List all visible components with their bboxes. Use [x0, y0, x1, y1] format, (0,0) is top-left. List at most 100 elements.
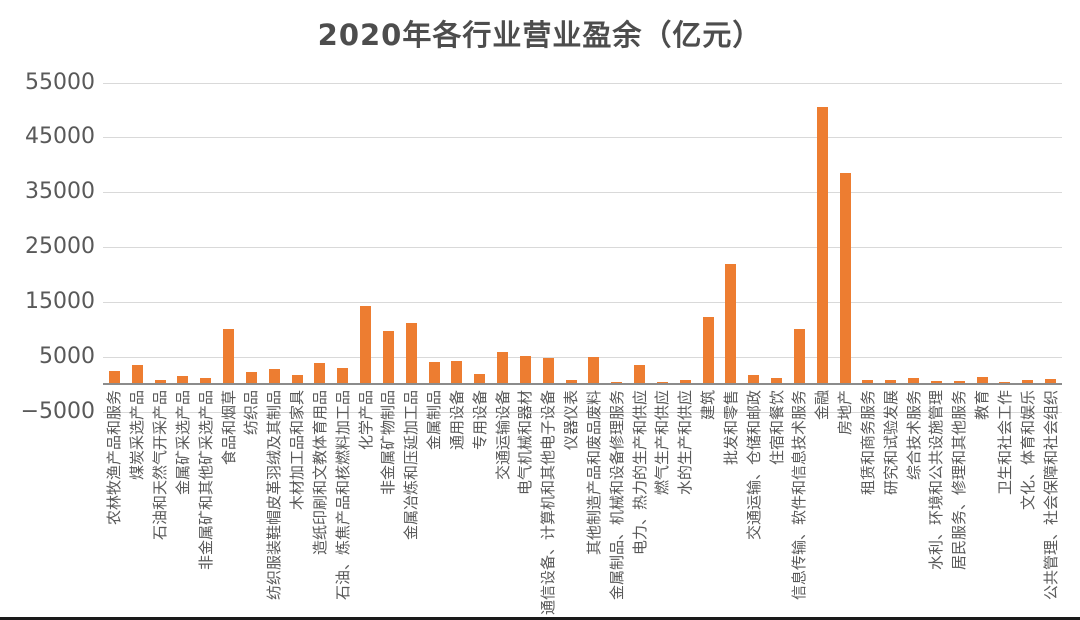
bar-16: [451, 361, 463, 385]
x-tick-label: 仪器仪表: [562, 390, 581, 451]
bar-41: [1022, 380, 1034, 385]
x-tick-label: 居民服务、修理和其他服务: [950, 390, 969, 571]
bar-21: [565, 379, 577, 385]
x-tick-label: 文化、体育和娱乐: [1018, 390, 1037, 511]
gridline: [103, 137, 1062, 139]
x-tick-label: 非金属矿物制品: [379, 390, 398, 496]
x-tick-label: 煤炭采选产品: [128, 390, 147, 481]
x-tick-label: 房地产: [836, 390, 855, 436]
x-tick-label: 综合技术服务: [904, 390, 923, 481]
gridline: [103, 82, 1062, 84]
x-tick-label: 租赁和商务服务: [858, 390, 877, 496]
bar-1: [108, 370, 120, 385]
x-tick-label: 公共管理、社会保障和社会组织: [1041, 390, 1060, 601]
bar-2: [131, 364, 143, 385]
bar-27: [702, 317, 714, 385]
x-tick-label: 非金属矿和其他矿采选产品: [196, 390, 215, 571]
y-tick-label: 15000: [25, 288, 95, 314]
gridline: [103, 247, 1062, 248]
image-bottom-border: [0, 617, 1080, 620]
bar-33: [839, 173, 851, 385]
gridline: [103, 356, 1062, 358]
bar-10: [314, 362, 326, 385]
bar-38: [953, 380, 965, 385]
bar-24: [634, 364, 646, 385]
x-tick-label: 信息传输、软件和信息技术服务: [790, 390, 809, 601]
gridline: [103, 301, 1062, 303]
x-tick-label: 造纸印刷和文教体育用品: [310, 390, 329, 556]
bar-26: [679, 380, 691, 384]
bar-34: [862, 380, 874, 384]
x-tick-label: 通用设备: [447, 390, 466, 451]
bar-42: [1045, 379, 1057, 385]
x-tick-label: 交通运输、仓储和邮政: [744, 390, 763, 541]
bar-18: [497, 352, 509, 385]
x-tick-label: 卫生和社会工作: [995, 390, 1014, 496]
bar-29: [748, 375, 760, 384]
y-tick-label: −5000: [20, 398, 95, 424]
bar-39: [976, 376, 988, 385]
bar-28: [725, 263, 737, 385]
bar-4: [177, 375, 189, 385]
y-tick-label: 55000: [25, 69, 95, 95]
x-tick-label: 交通运输设备: [493, 390, 512, 481]
x-tick-label: 水利、环境和公共设施管理: [927, 390, 946, 571]
bar-25: [656, 381, 668, 385]
x-tick-label: 批发和零售: [721, 390, 740, 466]
bar-9: [291, 374, 303, 385]
x-tick-label: 专用设备: [470, 390, 489, 451]
x-tick-label: 化学产品: [356, 390, 375, 451]
x-tick-label: 其他制造产品和废品废料: [584, 390, 603, 556]
bar-11: [337, 368, 349, 385]
y-tick-label: 45000: [25, 124, 95, 150]
bar-36: [908, 377, 920, 385]
bar-31: [793, 328, 805, 385]
bar-32: [816, 107, 828, 385]
bar-20: [542, 357, 554, 385]
bar-19: [519, 355, 531, 385]
y-tick-label: 5000: [39, 343, 95, 369]
chart-title: 2020年各行业营业盈余（亿元）: [317, 18, 763, 52]
x-tick-label: 石油和天然气开采产品: [151, 390, 170, 541]
x-tick-label: 金属矿采选产品: [173, 390, 192, 496]
bar-3: [154, 379, 166, 385]
y-tick-label: 35000: [25, 179, 95, 205]
bar-13: [382, 330, 394, 385]
bar-35: [885, 380, 897, 384]
x-tick-label: 建筑: [699, 390, 718, 421]
bar-17: [474, 373, 486, 385]
x-tick-label: 金属制品、机械和设备修理服务: [607, 390, 626, 601]
gridline: [103, 411, 1062, 413]
bar-30: [771, 378, 783, 385]
x-axis-line: [103, 383, 1062, 386]
x-tick-label: 电气机械和器材: [516, 390, 535, 496]
x-tick-label: 金属冶炼和压延加工品: [402, 390, 421, 541]
bar-5: [200, 378, 212, 385]
x-tick-label: 石油、炼焦产品和核燃料加工品: [333, 390, 352, 601]
x-tick-label: 纺织服装鞋帽皮革羽绒及其制品: [265, 390, 284, 601]
bar-8: [268, 369, 280, 385]
x-tick-label: 通信设备、计算机和其他电子设备: [539, 390, 558, 616]
x-tick-label: 水的生产和供应: [676, 390, 695, 496]
bar-6: [223, 328, 235, 385]
bar-14: [405, 322, 417, 385]
x-tick-label: 研究和试验发展: [881, 390, 900, 496]
bar-22: [588, 356, 600, 385]
x-tick-label: 食品和烟草: [219, 390, 238, 466]
gridline: [103, 192, 1062, 194]
x-tick-label: 燃气生产和供应: [653, 390, 672, 496]
bar-15: [428, 362, 440, 384]
x-tick-label: 电力、热力的生产和供应: [630, 390, 649, 556]
y-tick-label: 25000: [25, 234, 95, 259]
x-tick-label: 木材加工品和家具: [288, 390, 307, 511]
x-tick-label: 农林牧渔产品和服务: [105, 390, 124, 526]
bar-37: [930, 380, 942, 385]
x-tick-label: 教育: [973, 390, 992, 421]
x-tick-label: 纺织品: [242, 390, 261, 436]
bar-7: [245, 371, 257, 384]
x-tick-label: 住宿和餐饮: [767, 390, 786, 466]
x-tick-label: 金属制品: [425, 390, 444, 451]
bar-12: [360, 306, 372, 385]
x-tick-label: 金融: [813, 390, 832, 421]
